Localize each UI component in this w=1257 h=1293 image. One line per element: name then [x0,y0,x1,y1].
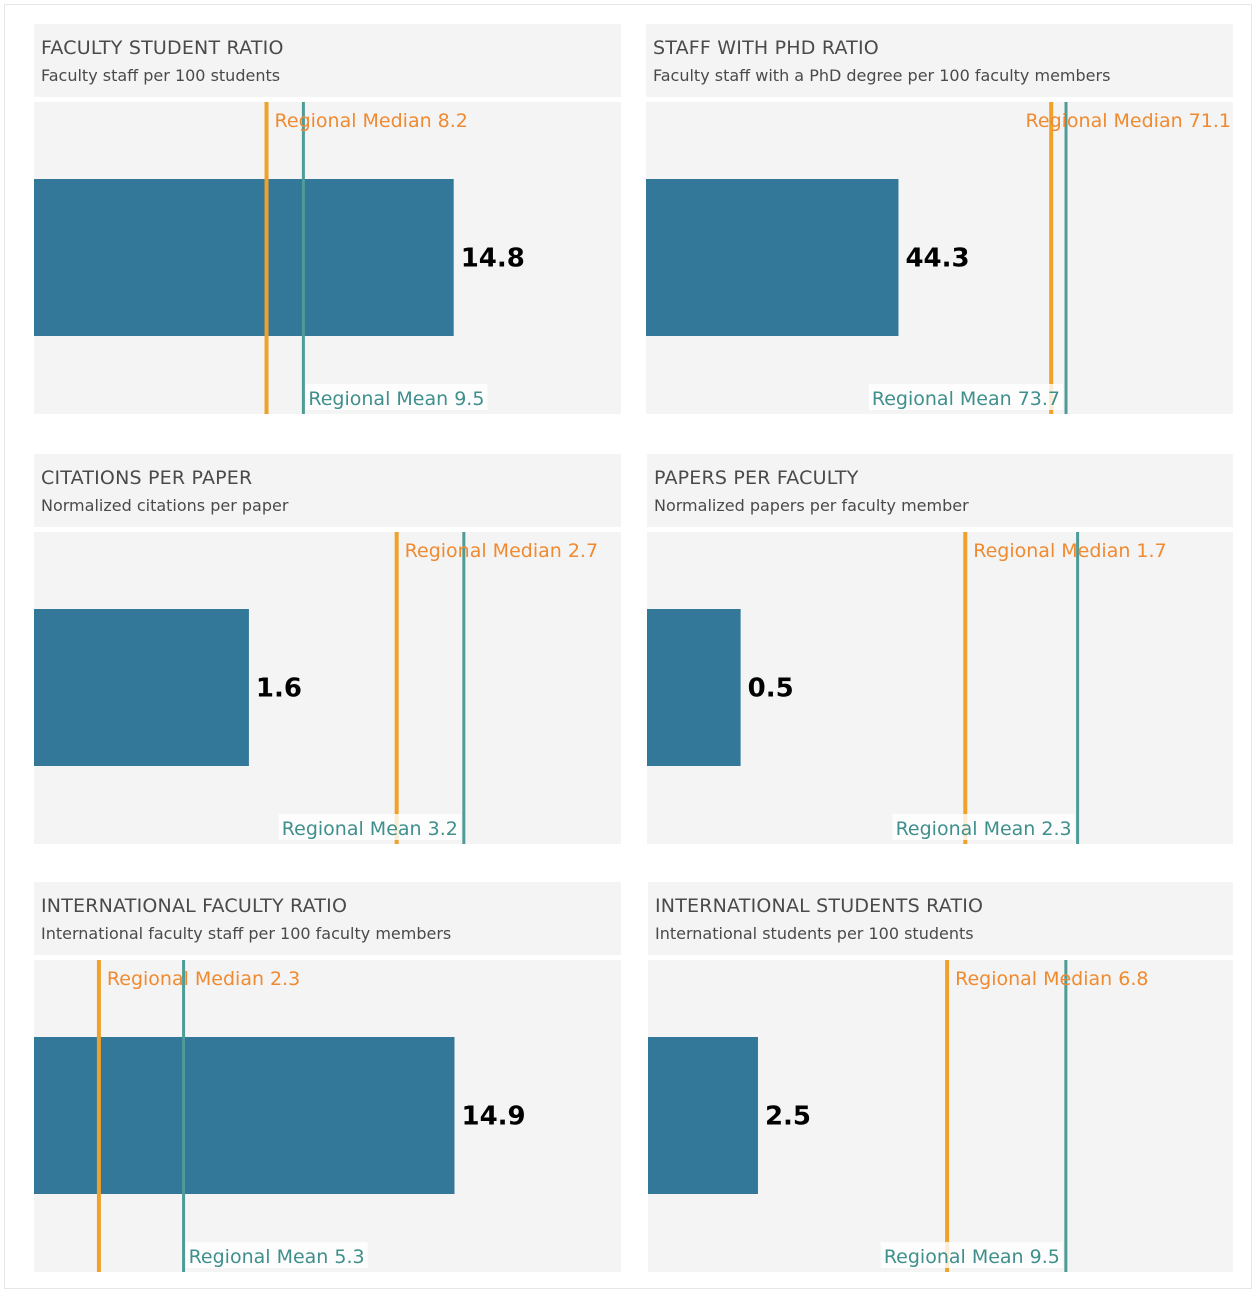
plot-area: 2.5 Regional Median 6.8 Regional Mean 9.5 [648,960,1233,1272]
chart-panel: INTERNATIONAL FACULTY RATIO International… [34,882,621,1272]
plot-area: 14.8 Regional Median 8.2 Regional Mean 9.5 [34,102,621,414]
value-bar [647,609,741,766]
median-label: Regional Median 2.3 [107,968,300,990]
mean-label-background [880,1242,1063,1268]
plot-area: 14.9 Regional Median 2.3 Regional Mean 5.3 [34,960,621,1272]
panel-subtitle: Normalized papers per faculty member [654,496,969,515]
plot-area: 0.5 Regional Median 1.7 Regional Mean 2.3 [647,532,1233,844]
panel-title: CITATIONS PER PAPER [41,467,253,489]
value-label: 2.5 [765,1102,811,1132]
mean-label: Regional Mean 5.3 [189,1246,365,1268]
value-label: 0.5 [748,674,794,704]
chart-panel: INTERNATIONAL STUDENTS RATIO Internationa… [648,882,1233,1272]
panel-header: INTERNATIONAL STUDENTS RATIO Internationa… [648,882,1233,955]
value-label: 1.6 [256,674,302,704]
value-label: 44.3 [905,244,969,274]
panel-subtitle: Faculty staff with a PhD degree per 100 … [653,66,1111,85]
panel-header: FACULTY STUDENT RATIO Faculty staff per 1… [34,24,621,97]
bar-chart-svg: 2.5 Regional Median 6.8 Regional Mean 9.5 [648,960,1148,1272]
chart-panel: FACULTY STUDENT RATIO Faculty staff per 1… [34,24,621,414]
median-label: Regional Median 6.8 [955,968,1148,990]
value-bar [646,179,899,336]
panel-subtitle: Faculty staff per 100 students [41,66,281,85]
mean-label-background [868,384,1064,410]
median-label: Regional Median 1.7 [973,540,1166,562]
mean-label: Regional Mean 2.3 [896,818,1072,840]
panel-header: INTERNATIONAL FACULTY RATIO International… [34,882,621,955]
value-bar [34,1037,455,1194]
panel-title: FACULTY STUDENT RATIO [41,37,284,59]
mean-label: Regional Mean 9.5 [884,1246,1060,1268]
panel-subtitle: International students per 100 students [655,924,974,943]
bar-chart-svg: 14.8 Regional Median 8.2 Regional Mean 9.5 [34,102,525,414]
plot-area: 44.3 Regional Median 71.1 Regional Mean 73… [646,102,1233,414]
bar-chart-svg: 1.6 Regional Median 2.7 Regional Mean 3.2 [34,532,598,844]
panel-subtitle: Normalized citations per paper [41,496,289,515]
median-label: Regional Median 2.7 [405,540,598,562]
bar-chart-svg: 14.9 Regional Median 2.3 Regional Mean 5.3 [34,960,526,1272]
chart-panel: PAPERS PER FACULTY Normalized papers per … [647,454,1233,844]
chart-panel: CITATIONS PER PAPER Normalized citations … [34,454,621,844]
panel-title: INTERNATIONAL FACULTY RATIO [41,895,348,917]
value-label: 14.9 [461,1102,525,1132]
mean-label-background [305,384,488,410]
value-bar [648,1037,758,1194]
value-label: 14.8 [461,244,525,274]
bar-chart-svg: 0.5 Regional Median 1.7 Regional Mean 2.3 [647,532,1167,844]
dashboard-frame [4,4,1252,1289]
mean-label: Regional Mean 3.2 [282,818,458,840]
median-label: Regional Median 71.1 [1026,110,1231,132]
value-bar [34,179,454,336]
chart-panel: STAFF WITH PHD RATIO Faculty staff with a… [646,24,1233,414]
mean-label-background [278,814,461,840]
value-bar [34,609,249,766]
mean-label: Regional Mean 73.7 [872,388,1060,410]
panel-subtitle: International faculty staff per 100 facu… [41,924,452,943]
mean-label-background [892,814,1075,840]
plot-area: 1.6 Regional Median 2.7 Regional Mean 3.2 [34,532,621,844]
panel-header: STAFF WITH PHD RATIO Faculty staff with a… [646,24,1233,97]
bar-chart-svg: 44.3 Regional Median 71.1 Regional Mean 73… [646,102,1231,414]
panel-title: INTERNATIONAL STUDENTS RATIO [655,895,984,917]
mean-label: Regional Mean 9.5 [308,388,484,410]
panel-header: CITATIONS PER PAPER Normalized citations … [34,454,621,527]
panel-header: PAPERS PER FACULTY Normalized papers per … [647,454,1233,527]
median-label: Regional Median 8.2 [275,110,468,132]
mean-label-background [185,1242,368,1268]
panel-title: PAPERS PER FACULTY [654,467,859,489]
panel-title: STAFF WITH PHD RATIO [653,37,879,59]
